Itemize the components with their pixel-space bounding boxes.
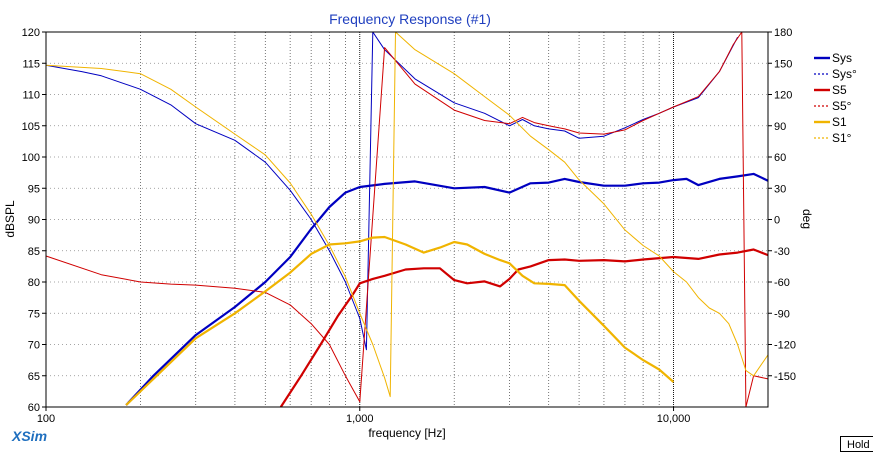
y2-tick-label: 60 <box>774 152 786 164</box>
series-line-s1 <box>125 235 675 406</box>
y-axis-label: dBSPL <box>3 200 17 238</box>
y2-tick-label: -150 <box>774 371 796 383</box>
xsim-brand-label: XSim <box>12 428 48 444</box>
y2-tick-label: 120 <box>774 90 792 102</box>
y-tick-label: 75 <box>28 308 40 320</box>
y2-tick-label: -30 <box>774 246 790 258</box>
y2-tick-label: 0 <box>774 215 780 227</box>
y-tick-label: 85 <box>28 246 40 258</box>
y2-tick-label: 180 <box>774 27 792 39</box>
y2-tick-label: 30 <box>774 183 786 195</box>
y-tick-label: 60 <box>28 402 40 414</box>
y2-axis-label: deg <box>800 209 814 229</box>
y-tick-label: 115 <box>22 58 40 70</box>
series-group <box>45 31 769 408</box>
y2-tick-label: -90 <box>774 308 790 320</box>
y-tick-label: 100 <box>22 152 40 164</box>
hold-button[interactable]: Hold <box>840 436 873 452</box>
y-tick-label: 110 <box>22 90 40 102</box>
grid <box>46 32 768 407</box>
y-tick-label: 120 <box>22 27 40 39</box>
x-axis-label: frequency [Hz] <box>368 426 445 440</box>
x-tick-label: 1,000 <box>346 413 374 425</box>
y-tick-label: 105 <box>22 121 40 133</box>
chart-title: Frequency Response (#1) <box>329 11 491 27</box>
y2-tick-label: -60 <box>774 277 790 289</box>
x-tick-label: 10,000 <box>657 413 691 425</box>
y2-axis-ticks: -150 -120 -90 -60 -30 0 30 60 90 120 150 180 <box>768 27 796 383</box>
y-tick-label: 70 <box>28 340 40 352</box>
series-line-sys <box>125 172 769 406</box>
series-line-sys-phase <box>45 31 739 351</box>
y-tick-label: 90 <box>28 215 40 227</box>
y2-tick-label: -120 <box>774 340 796 352</box>
legend-label: S1 <box>832 115 847 129</box>
x-tick-label: 100 <box>37 413 55 425</box>
legend: Sys Sys° S5 S5° S1 S1° <box>814 51 857 145</box>
series-line-s5 <box>279 248 769 408</box>
y2-tick-label: 150 <box>774 58 792 70</box>
y2-tick-label: 90 <box>774 121 786 133</box>
legend-label: Sys° <box>832 67 857 81</box>
y-tick-label: 80 <box>28 277 40 289</box>
y-tick-label: 65 <box>28 371 40 383</box>
legend-label: S5 <box>832 83 847 97</box>
series-line-s5-phase <box>45 31 769 408</box>
y-axis-ticks: 60 65 70 75 80 85 90 95 100 105 110 115 120 <box>22 27 46 414</box>
series-line-s1-phase <box>45 31 769 398</box>
x-axis-ticks: 100 1,000 10,000 <box>37 407 691 425</box>
legend-label: S5° <box>832 99 852 113</box>
y-tick-label: 95 <box>28 183 40 195</box>
legend-label: Sys <box>832 51 852 65</box>
legend-label: S1° <box>832 131 852 145</box>
